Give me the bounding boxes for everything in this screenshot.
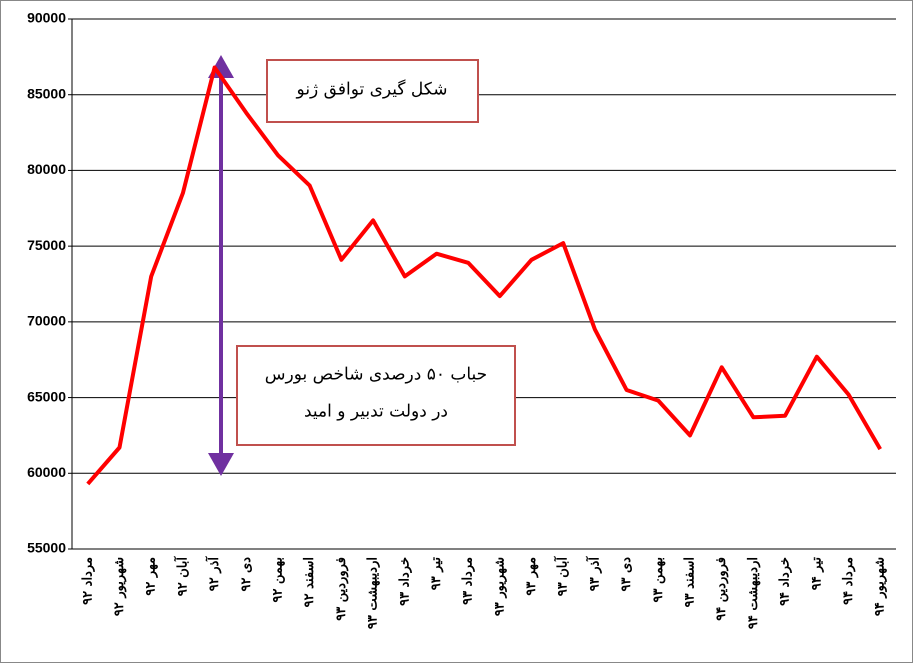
x-tick-label: مرداد ۹۴ — [841, 557, 856, 605]
y-tick-label: 60000 — [27, 464, 66, 480]
arrow-head — [208, 453, 234, 476]
y-tick-label: 70000 — [27, 313, 66, 329]
x-tick-label: اسفند ۹۳ — [683, 557, 698, 607]
y-tick-label: 85000 — [27, 85, 66, 101]
x-tick-label: شهریور ۹۴ — [873, 557, 888, 616]
x-tick-label: شهریور ۹۳ — [492, 557, 507, 616]
x-tick-label: آذر ۹۳ — [585, 556, 602, 592]
line — [86, 65, 882, 486]
x-tick-label: خرداد ۹۳ — [397, 557, 412, 606]
x-tick-label: آبان ۹۳ — [554, 556, 571, 597]
x-tick-label: دی ۹۳ — [619, 557, 634, 592]
x-tick-label: مرداد ۹۲ — [80, 557, 95, 605]
x-tick-label: آذر ۹۲ — [205, 556, 222, 592]
annotation: در دولت تدبیر و امید — [304, 402, 448, 422]
y-tick-label: 80000 — [27, 161, 66, 177]
x-tick-label: اردیبهشت ۹۴ — [746, 557, 761, 629]
x-tick-label: آبان ۹۲ — [173, 556, 190, 597]
x-tick-label: فروردین ۹۳ — [334, 557, 349, 621]
y-tick-label: 65000 — [27, 388, 66, 404]
x-tick-label: مرداد ۹۳ — [461, 557, 476, 605]
x-tick-label: فروردین ۹۴ — [714, 557, 729, 621]
x-tick-label: اردیبهشت ۹۳ — [366, 557, 381, 629]
x-tick-label: تیر ۹۴ — [809, 557, 824, 591]
x-tick-label: مهر ۹۳ — [524, 557, 539, 596]
x-tick-label: دی ۹۲ — [239, 557, 254, 592]
x-tick-label: بهمن ۹۳ — [651, 557, 666, 603]
annotation-box — [266, 59, 479, 123]
x-tick-label: خرداد ۹۴ — [778, 557, 793, 606]
y-tick-label: 55000 — [27, 540, 66, 556]
x-tick-label: بهمن ۹۲ — [271, 557, 286, 603]
y-tick-label: 90000 — [27, 10, 66, 26]
x-tick-label: شهریور ۹۲ — [112, 557, 127, 616]
y-tick-label: 75000 — [27, 237, 66, 253]
annotation-box — [236, 345, 516, 446]
annotation: شکل گیری توافق ژنو — [296, 79, 448, 100]
x-tick-label: اسفند ۹۲ — [302, 557, 317, 607]
x-tick-label: تیر ۹۳ — [429, 557, 444, 591]
annotation: حباب ۵۰ درصدی شاخص بورس — [265, 365, 487, 385]
x-tick-label: مهر ۹۲ — [144, 557, 159, 596]
plot — [86, 65, 882, 486]
